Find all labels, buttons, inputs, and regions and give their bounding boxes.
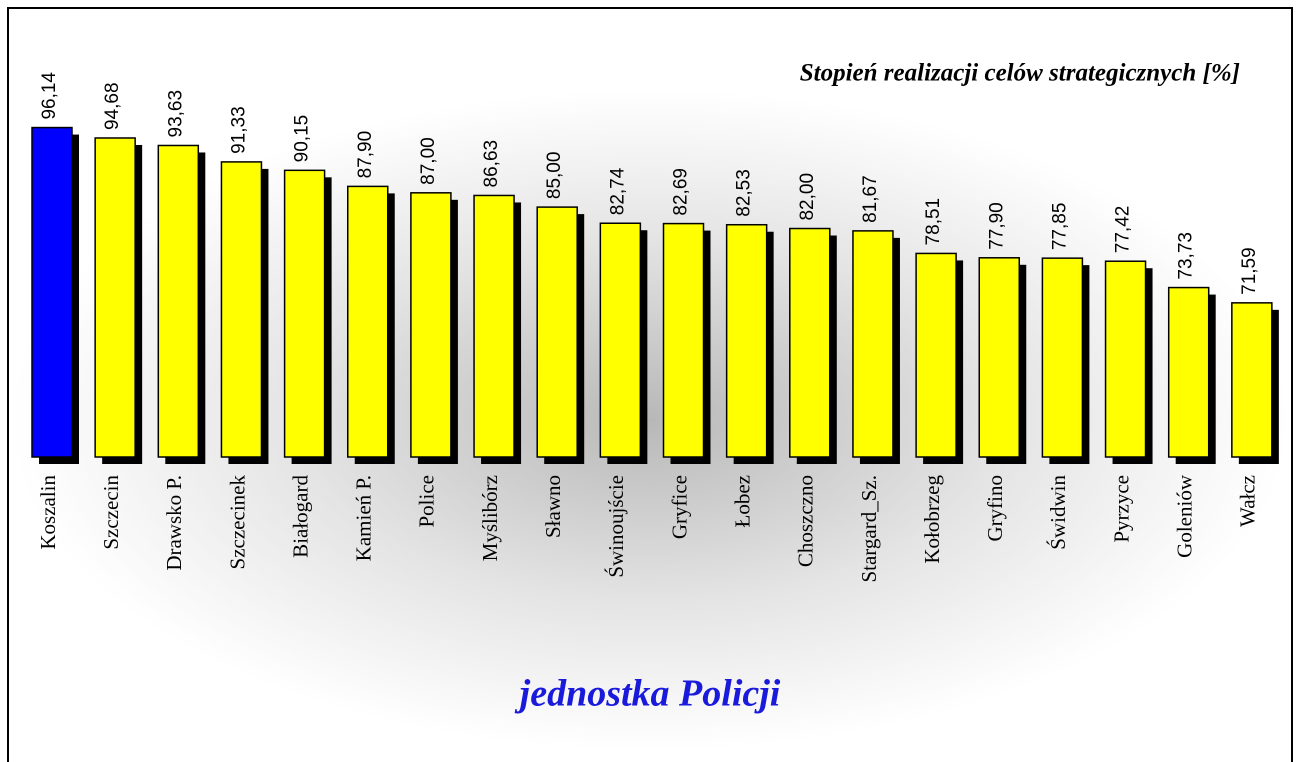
x-tick-label: Gryfice xyxy=(667,475,691,539)
x-tick-label: Świdwin xyxy=(1046,475,1070,550)
value-label: 82,53 xyxy=(734,169,755,217)
value-label: 82,00 xyxy=(797,173,818,221)
x-tick-label: Łobez xyxy=(730,475,754,527)
value-label: 77,42 xyxy=(1113,206,1134,254)
x-tick-label: Kamień P. xyxy=(352,475,376,561)
value-label: 93,63 xyxy=(165,90,186,138)
x-tick-label: Świnoujście xyxy=(604,475,628,578)
value-label: 87,90 xyxy=(355,131,376,179)
bar xyxy=(220,161,263,458)
x-tick-label: Koszalin xyxy=(36,475,60,550)
x-tick-label: Gryfino xyxy=(983,475,1007,542)
bar xyxy=(31,126,73,458)
bar xyxy=(1041,257,1084,458)
bar xyxy=(725,223,768,458)
value-label: 94,68 xyxy=(102,82,123,130)
value-label: 82,74 xyxy=(607,167,628,215)
x-tick-label: Kołobrzeg xyxy=(920,475,944,564)
x-tick-label: Szczecinek xyxy=(225,475,249,570)
value-label: 96,14 xyxy=(39,72,60,120)
value-label: 78,51 xyxy=(923,198,944,246)
bar xyxy=(599,222,642,458)
x-tick-label: Goleniów xyxy=(1173,474,1197,558)
value-label: 71,59 xyxy=(1239,247,1260,295)
value-label: 87,00 xyxy=(418,137,439,185)
x-tick-label: Szczecin xyxy=(99,475,123,550)
value-label: 90,15 xyxy=(292,115,313,163)
bar xyxy=(536,206,578,458)
bar xyxy=(1167,286,1210,458)
x-axis-title: jednostka Policji xyxy=(515,673,781,715)
bar xyxy=(852,230,894,458)
value-label: 85,00 xyxy=(544,152,565,200)
x-tick-label: Myślibórz xyxy=(478,475,502,561)
value-label: 86,63 xyxy=(481,140,502,188)
bar xyxy=(662,222,705,458)
bar xyxy=(789,227,831,458)
x-tick-label: Police xyxy=(415,475,439,528)
chart-title: Stopień realizacji celów strategicznych … xyxy=(800,60,1240,87)
bar xyxy=(473,194,515,458)
x-tick-label: Pyrzyce xyxy=(1109,475,1133,543)
bar xyxy=(978,257,1020,458)
bar xyxy=(915,252,957,458)
frame xyxy=(7,7,1293,762)
bar xyxy=(1231,302,1273,458)
x-tick-label: Wałcz xyxy=(1236,475,1260,527)
value-label: 77,85 xyxy=(1049,203,1070,251)
value-label: 73,73 xyxy=(1176,232,1197,280)
x-tick-label: Białogard xyxy=(288,475,312,558)
value-label: 81,67 xyxy=(860,175,881,223)
bar xyxy=(283,169,326,458)
bar xyxy=(410,192,452,458)
x-tick-label: Stargard_Sz. xyxy=(857,475,881,583)
bar xyxy=(94,137,136,458)
x-tick-label: Drawsko P. xyxy=(162,475,186,571)
value-label: 91,33 xyxy=(228,106,249,154)
value-label: 82,69 xyxy=(671,168,692,216)
bar xyxy=(1104,260,1147,458)
x-tick-label: Choszczno xyxy=(794,475,818,567)
bar xyxy=(347,185,389,458)
x-tick-label: Sławno xyxy=(541,475,565,538)
value-label: 77,90 xyxy=(986,202,1007,250)
bar xyxy=(157,144,200,458)
